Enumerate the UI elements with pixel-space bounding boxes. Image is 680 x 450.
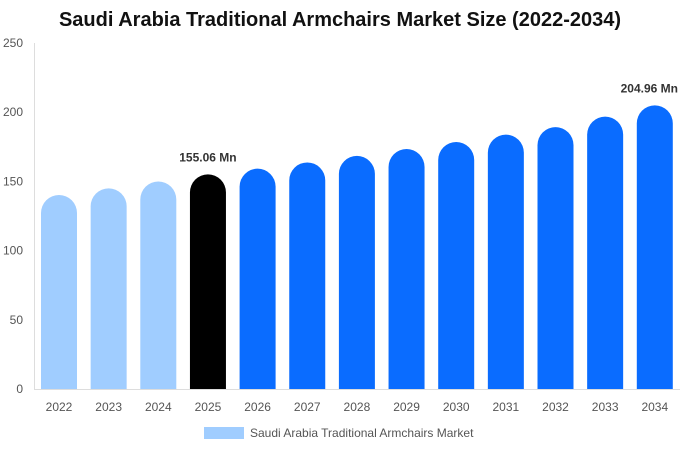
chart-title: Saudi Arabia Traditional Armchairs Marke… <box>58 9 622 31</box>
data-label-2025: 155.06 Mn <box>179 150 236 164</box>
x-tick-label: 2025 <box>195 400 222 414</box>
bar-2028[interactable] <box>338 155 375 389</box>
y-tick-label: 50 <box>10 313 24 327</box>
x-tick-label: 2031 <box>492 400 519 414</box>
x-tick-label: 2026 <box>244 400 271 414</box>
data-label-2034: 204.96 Mn <box>621 81 678 95</box>
x-tick-label: 2030 <box>443 400 470 414</box>
bar-2025[interactable] <box>189 174 226 389</box>
bars <box>41 105 673 390</box>
legend[interactable]: Saudi Arabia Traditional Armchairs Marke… <box>204 426 474 440</box>
x-tick-label: 2032 <box>542 400 569 414</box>
bar-2030[interactable] <box>438 141 475 389</box>
bar-2024[interactable] <box>140 181 177 389</box>
bar-2031[interactable] <box>487 134 524 389</box>
legend-swatch <box>204 427 244 439</box>
y-tick-label: 0 <box>16 382 23 396</box>
bar-2022[interactable] <box>41 194 77 389</box>
x-tick-label: 2027 <box>294 400 321 414</box>
bar-2023[interactable] <box>90 188 127 389</box>
y-axis: 0 50 100 150 200 250 <box>3 36 35 396</box>
x-tick-label: 2023 <box>95 400 122 414</box>
x-tick-label: 2028 <box>344 400 371 414</box>
y-tick-label: 150 <box>3 174 23 188</box>
bar-2029[interactable] <box>388 149 425 389</box>
legend-label: Saudi Arabia Traditional Armchairs Marke… <box>250 426 474 440</box>
data-labels: 155.06 Mn 204.96 Mn <box>179 81 678 164</box>
x-tick-label: 2024 <box>145 400 172 414</box>
y-tick-label: 100 <box>3 244 23 258</box>
bar-2033[interactable] <box>587 116 624 390</box>
x-tick-label: 2034 <box>641 400 668 414</box>
x-tick-label: 2033 <box>592 400 619 414</box>
x-axis: 2022 2023 2024 2025 2026 2027 2028 2029 2030 2031… <box>34 389 680 414</box>
y-tick-label: 250 <box>3 36 23 50</box>
bar-2034[interactable] <box>636 105 673 389</box>
x-tick-label: 2029 <box>393 400 420 414</box>
x-tick-label: 2022 <box>46 400 73 414</box>
bar-2032[interactable] <box>537 127 574 390</box>
y-tick-label: 200 <box>3 105 23 119</box>
bar-2027[interactable] <box>289 162 326 389</box>
bar-2026[interactable] <box>239 168 276 389</box>
